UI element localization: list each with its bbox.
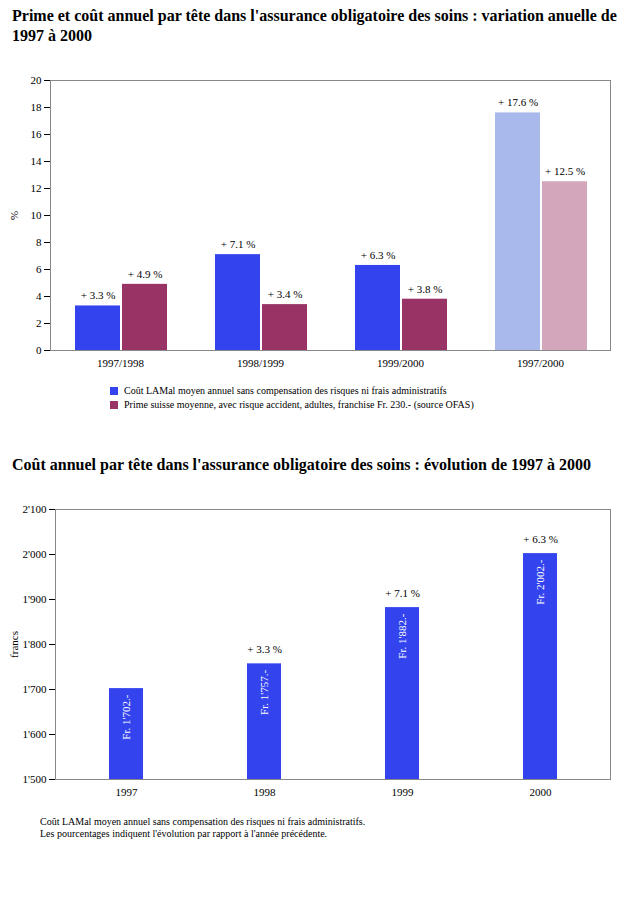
svg-text:2'000: 2'000 [23, 548, 47, 560]
svg-text:4: 4 [36, 290, 42, 302]
svg-text:1'700: 1'700 [23, 683, 47, 695]
svg-text:+ 7.1 %: + 7.1 % [385, 587, 420, 599]
svg-text:francs: francs [8, 631, 20, 658]
svg-text:16: 16 [31, 128, 43, 140]
html-text:Coût LAMal moyen annuel sans c: Coût LAMal moyen annuel sans compensatio… [40, 816, 366, 827]
svg-text:Fr. 2'002.-: Fr. 2'002.- [534, 559, 546, 604]
svg-text:1999/2000: 1999/2000 [377, 357, 425, 369]
svg-text:2: 2 [36, 317, 42, 329]
svg-text:1'600: 1'600 [23, 728, 47, 740]
svg-text:12: 12 [31, 182, 42, 194]
svg-text:14: 14 [31, 155, 43, 167]
svg-text:1999: 1999 [392, 786, 415, 798]
svg-text:1998: 1998 [254, 786, 277, 798]
svg-text:+ 3.4 %: + 3.4 % [268, 288, 303, 300]
svg-text:2'100: 2'100 [23, 503, 47, 515]
html-text:Prime et coût annuel par tête: Prime et coût annuel par tête dans l'ass… [12, 7, 617, 44]
svg-text:Fr. 1'702.-: Fr. 1'702.- [120, 694, 132, 739]
svg-text:0: 0 [36, 344, 42, 356]
html-text:Coût LAMal moyen annuel sans c: Coût LAMal moyen annuel sans compensatio… [124, 385, 447, 396]
svg-text:20: 20 [31, 74, 43, 86]
svg-text:1997/1998: 1997/1998 [97, 357, 145, 369]
svg-text:1'800: 1'800 [23, 638, 47, 650]
svg-text:18: 18 [31, 101, 43, 113]
svg-text:+ 3.3 %: + 3.3 % [81, 289, 116, 301]
svg-text:+ 3.8 %: + 3.8 % [408, 283, 443, 295]
svg-text:2000: 2000 [530, 786, 553, 798]
svg-text:%: % [8, 211, 20, 220]
svg-text:+ 4.9 %: + 4.9 % [128, 268, 163, 280]
svg-text:10: 10 [31, 209, 43, 221]
svg-text:1997/2000: 1997/2000 [517, 357, 565, 369]
html-text:Prime suisse moyenne, avec ris: Prime suisse moyenne, avec risque accide… [124, 399, 474, 410]
html-text:Les pourcentages indiquent l'é: Les pourcentages indiquent l'évolution p… [40, 828, 328, 839]
svg-text:8: 8 [36, 236, 42, 248]
svg-text:+ 3.3 %: + 3.3 % [247, 643, 282, 655]
svg-text:+ 6.3 %: + 6.3 % [361, 249, 396, 261]
svg-text:1997: 1997 [116, 786, 139, 798]
svg-text:6: 6 [36, 263, 42, 275]
svg-text:1998/1999: 1998/1999 [237, 357, 285, 369]
svg-text:Fr. 1'757.-: Fr. 1'757.- [258, 670, 270, 715]
svg-text:+ 6.3 %: + 6.3 % [523, 533, 558, 545]
html-text:Coût annuel par tête dans l'as: Coût annuel par tête dans l'assurance ob… [12, 456, 591, 473]
svg-text:+ 12.5 %: + 12.5 % [545, 165, 585, 177]
svg-text:1'500: 1'500 [23, 773, 47, 785]
svg-text:+ 17.6 %: + 17.6 % [498, 96, 538, 108]
svg-text:+ 7.1 %: + 7.1 % [221, 238, 256, 250]
svg-text:Fr. 1'882.-: Fr. 1'882.- [396, 613, 408, 658]
svg-text:1'900: 1'900 [23, 593, 47, 605]
